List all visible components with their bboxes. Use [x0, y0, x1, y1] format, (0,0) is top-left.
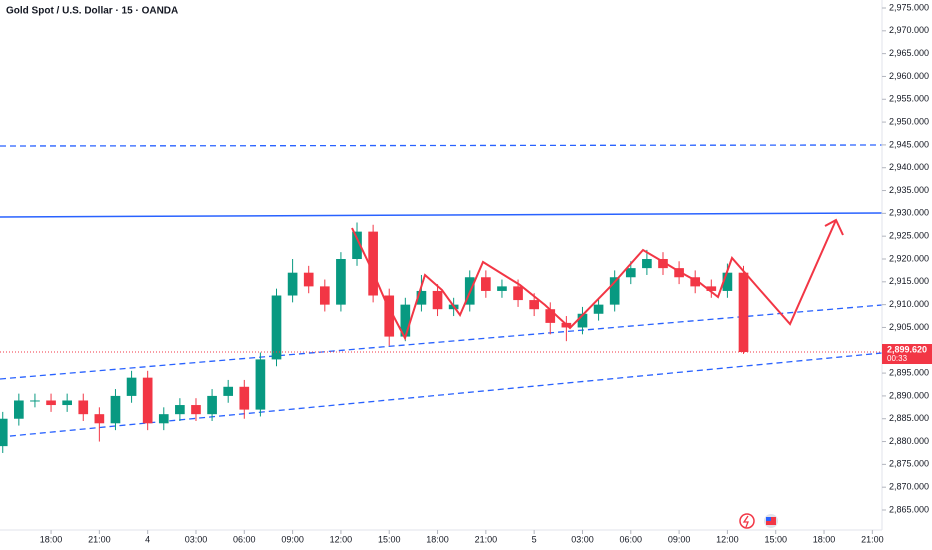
x-tick-label: 18:00: [813, 534, 836, 544]
candle-body: [158, 414, 169, 424]
candle-body: [384, 295, 395, 337]
y-tick-label: 2,975.000: [889, 2, 929, 12]
x-tick-label: 12:00: [716, 534, 739, 544]
x-tick-label: 21:00: [475, 534, 498, 544]
candle-body: [0, 418, 8, 447]
candle-body: [110, 395, 121, 424]
x-tick-label: 5: [532, 534, 537, 544]
candle-body: [625, 268, 636, 278]
candle-body: [416, 290, 427, 305]
y-tick-label: 2,960.000: [889, 71, 929, 81]
y-tick-label: 2,910.000: [889, 299, 929, 309]
y-tick-label: 2,890.000: [889, 390, 929, 400]
x-tick-label: 15:00: [764, 534, 787, 544]
x-tick-label: 18:00: [40, 534, 63, 544]
event-icons: [739, 513, 778, 529]
candle-body: [642, 258, 652, 269]
candle-body: [432, 290, 443, 310]
resistance-line: [0, 212, 883, 218]
candle-body: [545, 309, 556, 323]
y-tick-label: 2,905.000: [889, 322, 929, 332]
candle-body: [690, 277, 701, 287]
candle-body: [513, 286, 523, 301]
candle-body: [175, 405, 185, 415]
y-tick-label: 2,920.000: [889, 253, 929, 263]
candle-body: [255, 359, 266, 410]
x-tick-label: 15:00: [378, 534, 401, 544]
candle-body: [126, 377, 137, 396]
x-tick-label: 18:00: [426, 534, 449, 544]
candle-body: [142, 377, 153, 424]
candle-body: [529, 300, 539, 310]
candle-body: [722, 272, 733, 291]
y-tick-label: 2,880.000: [889, 436, 929, 446]
y-tick-label: 2,970.000: [889, 25, 929, 35]
candle-body: [287, 272, 298, 296]
candle-body: [207, 395, 217, 415]
candle-body: [481, 277, 491, 291]
x-tick-label: 09:00: [281, 534, 304, 544]
x-tick-label: 21:00: [88, 534, 111, 544]
candle-body: [400, 304, 411, 337]
candle-body: [352, 231, 362, 259]
candle-body: [46, 400, 56, 406]
candle-body: [191, 405, 201, 415]
countdown-label: 00:33: [887, 354, 908, 363]
x-tick-label: 03:00: [185, 534, 208, 544]
x-tick-label: 03:00: [571, 534, 594, 544]
candle-body: [14, 400, 24, 419]
y-tick-label: 2,935.000: [889, 185, 929, 195]
y-tick-label: 2,950.000: [889, 116, 929, 126]
y-tick-label: 2,925.000: [889, 231, 929, 241]
candle-body: [609, 277, 620, 305]
candle-body: [593, 304, 604, 314]
candle-body: [658, 258, 668, 269]
last-price-box: [882, 344, 932, 365]
chart-title: Gold Spot / U.S. Dollar · 15 · OANDA: [6, 6, 178, 17]
lower-trendline: [0, 352, 883, 438]
candle-body: [30, 400, 40, 402]
last-price-label: 2,899.620: [887, 344, 927, 354]
candle-body: [706, 286, 717, 291]
upper-trendline: [0, 304, 883, 380]
y-tick-label: 2,885.000: [889, 413, 929, 423]
candle-body: [577, 313, 588, 328]
y-tick-label: 2,870.000: [889, 482, 929, 492]
y-tick-label: 2,945.000: [889, 139, 929, 149]
projection-zigzag: [351, 218, 844, 341]
candle-body: [94, 414, 105, 424]
candle-body: [319, 286, 330, 305]
x-tick-label: 09:00: [668, 534, 691, 544]
candle-body: [78, 400, 89, 415]
x-tick-label: 06:00: [233, 534, 256, 544]
candle-body: [223, 386, 234, 396]
candle-body: [368, 231, 378, 296]
x-tick-label: 06:00: [620, 534, 643, 544]
candle-body: [738, 272, 749, 353]
x-tick-label: 12:00: [330, 534, 353, 544]
dashed-level: [0, 144, 883, 147]
y-tick-label: 2,930.000: [889, 208, 929, 218]
y-tick-label: 2,915.000: [889, 276, 929, 286]
candle-body: [271, 295, 282, 360]
candle-body: [239, 386, 250, 410]
candle-body: [336, 258, 346, 305]
y-tick-label: 2,965.000: [889, 48, 929, 58]
y-tick-label: 2,875.000: [889, 459, 929, 469]
y-tick-label: 2,895.000: [889, 367, 929, 377]
y-tick-label: 2,955.000: [889, 94, 929, 104]
y-tick-label: 2,865.000: [889, 504, 929, 514]
y-tick-label: 2,940.000: [889, 162, 929, 172]
candle-body: [674, 268, 684, 278]
candle-body: [62, 400, 72, 406]
candle-body: [497, 286, 507, 291]
x-tick-label: 4: [145, 534, 150, 544]
candle-body: [303, 272, 314, 287]
x-tick-label: 21:00: [861, 534, 884, 544]
